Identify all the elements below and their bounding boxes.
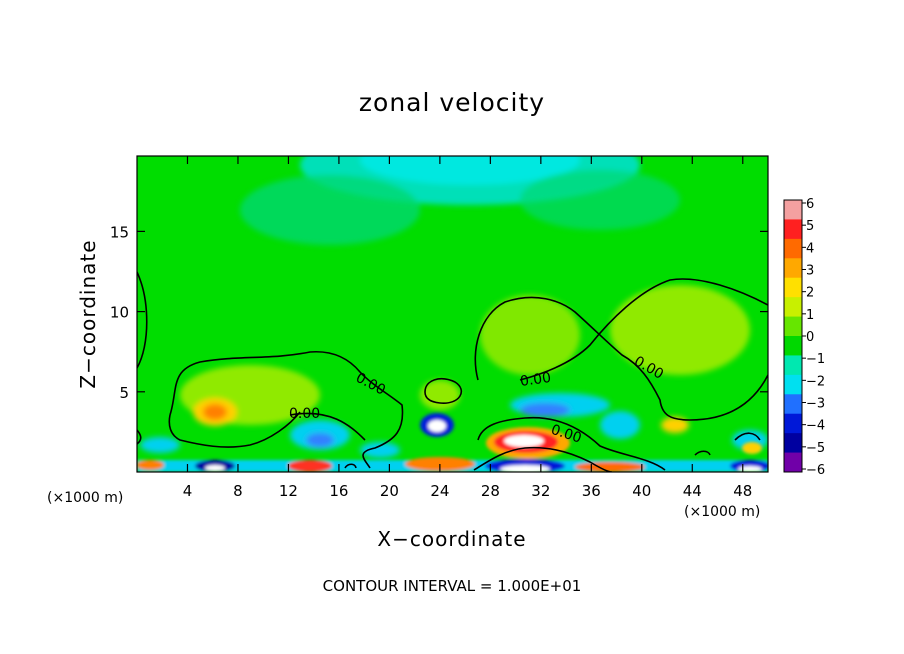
colorbar-swatch bbox=[784, 394, 802, 415]
colorbar-label: −6 bbox=[806, 463, 825, 478]
colorbar-swatch bbox=[784, 413, 802, 434]
colorbar-label: 2 bbox=[806, 286, 814, 301]
colorbar-label: 0 bbox=[806, 330, 814, 345]
colorbar-label: 6 bbox=[806, 197, 814, 212]
colorbar-swatch bbox=[784, 219, 802, 240]
x-tick-label: 4 bbox=[183, 482, 193, 500]
contour-label: 0.00 bbox=[289, 406, 320, 422]
y-tick-label: 15 bbox=[110, 223, 129, 241]
colorbar-swatch bbox=[784, 277, 802, 298]
chart-title: zonal velocity bbox=[358, 88, 546, 117]
velocity-field bbox=[137, 156, 768, 472]
colorbar-swatch bbox=[784, 297, 802, 318]
x-tick-label: 36 bbox=[582, 482, 601, 500]
colorbar-label: −2 bbox=[806, 374, 825, 389]
x-tick-label: 44 bbox=[683, 482, 702, 500]
x-tick-label: 8 bbox=[233, 482, 243, 500]
y-tick-label: 10 bbox=[110, 304, 129, 322]
colorbar-label: −4 bbox=[806, 419, 825, 434]
colorbar-swatch bbox=[784, 336, 802, 356]
zero-contours bbox=[137, 271, 768, 472]
colorbar-label: 3 bbox=[806, 264, 814, 279]
colorbar-label: 5 bbox=[806, 219, 814, 234]
x-tick-label: 24 bbox=[430, 482, 449, 500]
colorbar-swatch bbox=[784, 433, 802, 454]
x-tick-label: 40 bbox=[632, 482, 651, 500]
colorbar-label: −5 bbox=[806, 441, 825, 456]
x-axis-label: X−coordinate bbox=[377, 527, 526, 551]
x-unit-right: (×1000 m) bbox=[684, 504, 760, 520]
contour-interval-note: CONTOUR INTERVAL = 1.000E+01 bbox=[322, 577, 582, 595]
colorbar-swatch bbox=[784, 452, 802, 473]
plot-frame bbox=[136, 155, 769, 473]
colorbar: 6 5 4 3 2 1 0 −1 −2 −3 −4 −5 −6 bbox=[783, 197, 825, 478]
y-axis-label: Z−coordinate bbox=[76, 239, 100, 388]
colorbar-swatch bbox=[784, 258, 802, 279]
x-tick-label: 28 bbox=[481, 482, 500, 500]
colorbar-swatch bbox=[784, 200, 802, 220]
x-tick-label: 32 bbox=[531, 482, 550, 500]
colorbar-swatch bbox=[784, 238, 802, 259]
x-axis: 4 8 12 16 20 24 28 32 36 40 44 48 bbox=[183, 156, 752, 500]
colorbar-label: 1 bbox=[806, 308, 814, 323]
x-unit-left: (×1000 m) bbox=[47, 490, 123, 506]
y-tick-label: 5 bbox=[119, 384, 129, 402]
colorbar-label: 4 bbox=[806, 241, 814, 256]
x-tick-label: 20 bbox=[380, 482, 399, 500]
colorbar-swatch bbox=[784, 374, 802, 395]
x-tick-label: 12 bbox=[279, 482, 298, 500]
y-axis: 5 10 15 bbox=[110, 223, 768, 402]
colorbar-label: −3 bbox=[806, 397, 825, 412]
contour-label: 0.00 bbox=[519, 370, 552, 390]
x-tick-label: 48 bbox=[733, 482, 752, 500]
colorbar-label: −1 bbox=[806, 352, 825, 367]
colorbar-swatch bbox=[784, 355, 802, 376]
colorbar-swatch bbox=[784, 316, 802, 337]
x-tick-label: 16 bbox=[329, 482, 348, 500]
